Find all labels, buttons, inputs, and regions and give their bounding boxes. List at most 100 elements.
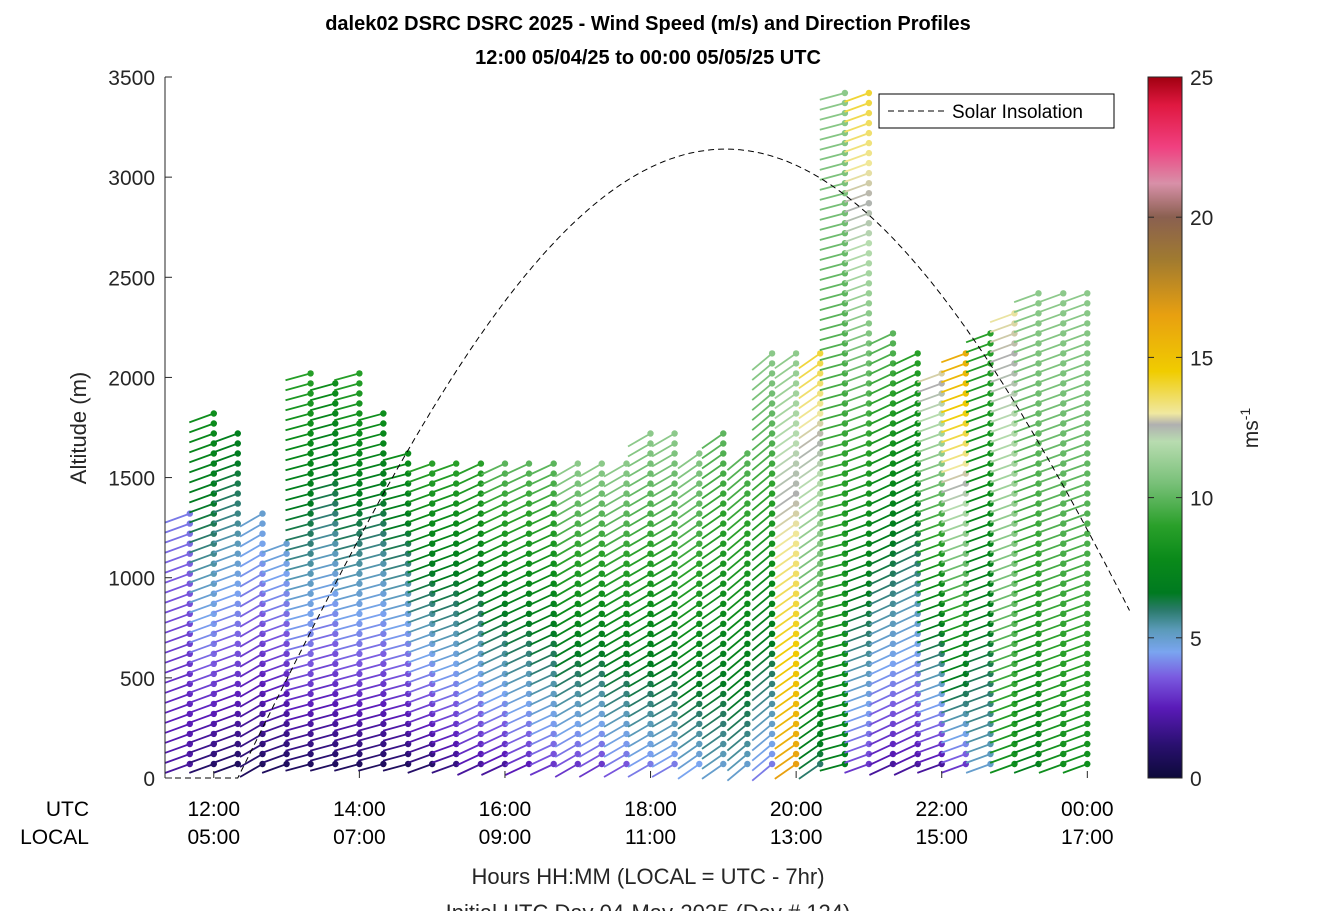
wind-barb-shaft — [529, 512, 555, 526]
wind-barb-shaft — [989, 332, 1015, 344]
wind-barb-head — [550, 720, 557, 728]
wind-barb-shaft — [603, 552, 627, 568]
wind-barb-head — [380, 700, 387, 708]
wind-barb-shaft — [893, 562, 919, 576]
wind-barb-head — [501, 680, 509, 688]
wind-barb-head — [865, 530, 873, 537]
wind-barb-shaft — [627, 733, 651, 748]
wind-barb-head — [307, 400, 314, 407]
wind-barb-head — [380, 640, 387, 647]
wind-barb-head — [307, 440, 314, 447]
wind-barb-shaft — [1013, 713, 1039, 724]
wind-barb-shaft — [627, 462, 651, 478]
wind-barb-head — [768, 440, 776, 447]
wind-barb-head — [768, 410, 776, 417]
wind-barb-shaft — [164, 723, 191, 734]
wind-barb-head — [259, 540, 266, 547]
wind-barb-shaft — [819, 723, 846, 732]
wind-barb-head — [1084, 340, 1091, 347]
wind-barb-head — [598, 470, 605, 477]
wind-barb-head — [671, 490, 678, 497]
wind-barb-shaft — [819, 582, 846, 592]
wind-barb-shaft — [239, 703, 263, 718]
wind-barb-shaft — [677, 623, 700, 640]
wind-barb-shaft — [893, 622, 919, 636]
wind-barb-shaft — [261, 673, 287, 684]
wind-barb-shaft — [989, 402, 1015, 414]
wind-barb-shaft — [965, 662, 991, 674]
wind-barb-head — [574, 560, 581, 567]
wind-barb-head — [598, 600, 605, 607]
wind-barb-shaft — [940, 482, 967, 494]
wind-barb-head — [356, 520, 363, 527]
wind-barb-shaft — [798, 482, 821, 500]
wind-barb-shaft — [893, 352, 919, 366]
wind-barb-head — [647, 480, 654, 487]
wind-barb-shaft — [334, 382, 360, 392]
wind-barb-head — [671, 440, 678, 447]
wind-barb-head — [332, 540, 339, 547]
wind-barb-head — [356, 480, 363, 487]
wind-barb-shaft — [819, 502, 846, 512]
wind-barb-shaft — [164, 632, 191, 644]
wind-barb-shaft — [627, 592, 651, 608]
wind-barb-head — [574, 540, 581, 547]
wind-barb-head — [720, 740, 727, 748]
wind-barb-shaft — [188, 713, 215, 724]
wind-barb-shaft — [1038, 452, 1064, 464]
wind-barb-shaft — [751, 362, 773, 381]
wind-barb-shaft — [358, 572, 384, 582]
wind-barb-shaft — [844, 582, 870, 594]
wind-barb-shaft — [578, 472, 603, 488]
wind-barb-head — [671, 500, 678, 507]
wind-barb-shaft — [651, 562, 676, 578]
wind-barb-head — [889, 350, 897, 357]
wind-barb-shaft — [965, 522, 991, 534]
wind-barb-shaft — [916, 382, 943, 394]
wind-barb-shaft — [916, 642, 943, 654]
wind-barb-shaft — [1038, 302, 1064, 314]
wind-barb-head — [574, 480, 581, 487]
wind-barb-shaft — [1038, 502, 1064, 514]
wind-barb-head — [768, 510, 776, 517]
wind-barb-head — [283, 730, 290, 738]
wind-barb-shaft — [457, 703, 482, 716]
wind-barb-head — [598, 500, 605, 507]
wind-barb-head — [598, 490, 605, 497]
wind-barb-shaft — [334, 462, 360, 472]
wind-barb-head — [671, 590, 678, 597]
wind-barb-shaft — [334, 723, 360, 732]
wind-barb-head — [623, 530, 630, 537]
wind-barb-shaft — [940, 412, 967, 424]
wind-barb-head — [307, 510, 314, 517]
wind-barb-shaft — [505, 462, 530, 476]
wind-barb-head — [501, 660, 509, 667]
wind-barb-shaft — [651, 552, 676, 568]
wind-barb-head — [1084, 370, 1091, 377]
wind-barb-head — [332, 390, 339, 397]
wind-barb-shaft — [726, 462, 748, 481]
wind-barb-head — [792, 700, 800, 708]
wind-barb-head — [914, 370, 921, 377]
wind-barb-shaft — [529, 542, 555, 556]
wind-barb-shaft — [431, 662, 457, 674]
wind-barb-head — [598, 660, 605, 667]
wind-barb-head — [501, 540, 509, 547]
wind-barb-shaft — [965, 542, 991, 554]
wind-barb-shaft — [1013, 703, 1039, 714]
wind-barb-shaft — [844, 102, 870, 113]
wind-barb-head — [623, 760, 630, 768]
wind-barb-shaft — [554, 733, 579, 748]
wind-barb-shaft — [382, 492, 409, 502]
wind-barb-shaft — [844, 622, 870, 634]
wind-barb-head — [477, 480, 485, 487]
wind-barb-head — [501, 640, 509, 647]
wind-barb-head — [380, 410, 387, 417]
wind-barb-shaft — [940, 352, 967, 364]
wind-barb-shaft — [893, 683, 919, 696]
wind-barb-head — [574, 640, 581, 647]
wind-barb-head — [598, 630, 605, 637]
wind-barb-head — [671, 480, 678, 487]
wind-barb-shaft — [844, 592, 870, 604]
